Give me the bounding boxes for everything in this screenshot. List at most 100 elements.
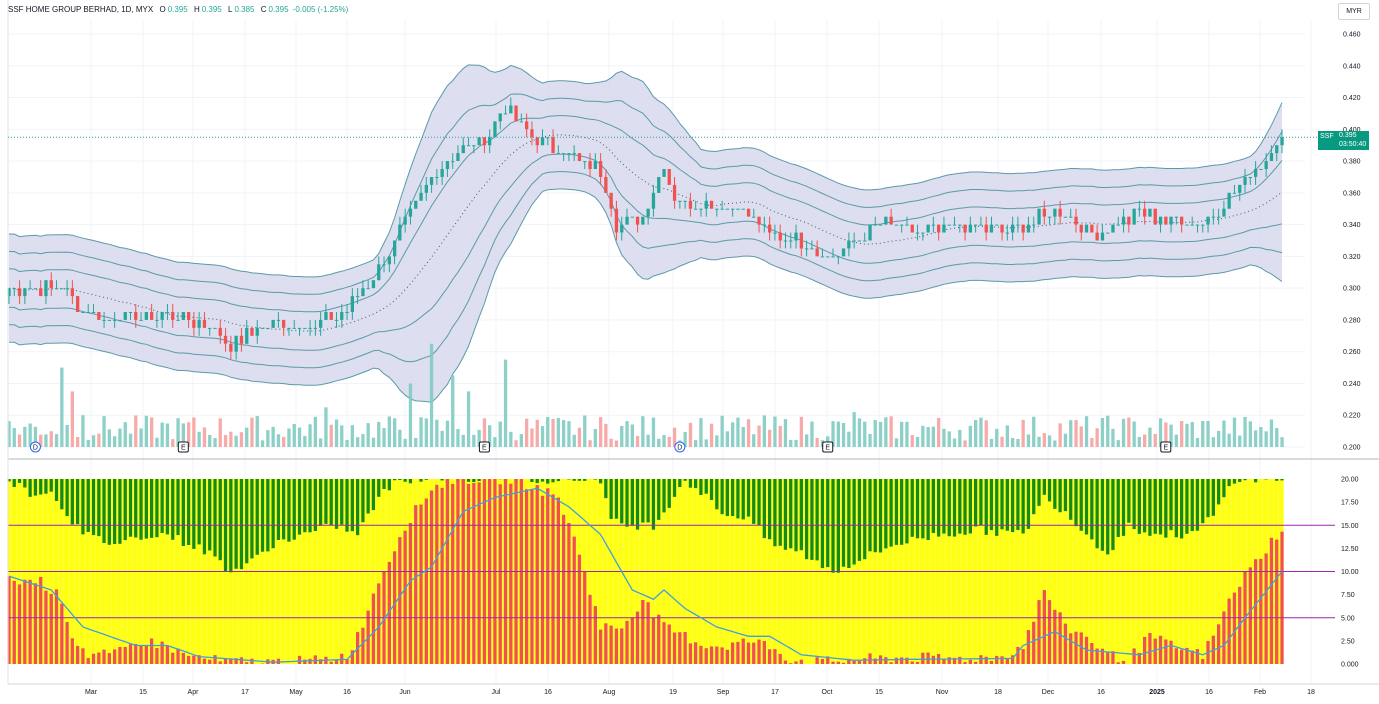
candle[interactable]: [1090, 224, 1094, 233]
candle[interactable]: [1069, 208, 1073, 218]
candle[interactable]: [123, 311, 127, 320]
candle[interactable]: [768, 216, 772, 241]
candle[interactable]: [303, 327, 307, 329]
candle[interactable]: [667, 169, 671, 185]
candle[interactable]: [1037, 208, 1041, 225]
earnings-marker[interactable]: E: [1160, 441, 1172, 453]
candle[interactable]: [1084, 224, 1089, 233]
candle[interactable]: [1243, 169, 1247, 193]
candle[interactable]: [1095, 224, 1099, 241]
candle[interactable]: [155, 311, 159, 328]
candle[interactable]: [1032, 216, 1036, 233]
candle[interactable]: [709, 200, 714, 209]
candle[interactable]: [366, 280, 370, 290]
candle[interactable]: [424, 176, 428, 201]
candle[interactable]: [657, 176, 661, 193]
candle[interactable]: [519, 113, 523, 123]
candle[interactable]: [530, 121, 534, 146]
candle[interactable]: [794, 224, 798, 249]
candle[interactable]: [694, 200, 698, 210]
candle[interactable]: [646, 208, 650, 225]
candle[interactable]: [324, 304, 328, 320]
candle[interactable]: [1011, 216, 1015, 241]
candle[interactable]: [1185, 224, 1189, 226]
candle[interactable]: [382, 256, 386, 273]
candle[interactable]: [1111, 224, 1115, 233]
candle[interactable]: [873, 216, 877, 226]
candle[interactable]: [165, 304, 170, 320]
candle[interactable]: [403, 208, 407, 233]
candle[interactable]: [514, 105, 518, 122]
candle[interactable]: [1137, 200, 1141, 217]
candle[interactable]: [493, 121, 497, 138]
candle[interactable]: [107, 319, 111, 321]
candle[interactable]: [778, 224, 782, 249]
oscillator-panel[interactable]: [7, 479, 1335, 664]
candle[interactable]: [995, 224, 999, 226]
candle[interactable]: [857, 240, 862, 242]
candle[interactable]: [699, 208, 703, 217]
candle[interactable]: [1000, 224, 1004, 241]
candle[interactable]: [102, 311, 106, 328]
candle[interactable]: [1254, 161, 1258, 185]
candle[interactable]: [1232, 184, 1237, 194]
candle[interactable]: [921, 232, 925, 241]
candle[interactable]: [937, 224, 941, 241]
candle[interactable]: [144, 311, 148, 320]
candle[interactable]: [894, 224, 899, 226]
candle[interactable]: [556, 145, 560, 155]
candle[interactable]: [947, 224, 951, 226]
candle[interactable]: [12, 288, 16, 297]
candle[interactable]: [377, 256, 381, 281]
candle[interactable]: [33, 288, 38, 290]
candle[interactable]: [1222, 200, 1226, 217]
candle[interactable]: [498, 113, 502, 130]
candle[interactable]: [1164, 216, 1168, 225]
candle[interactable]: [1074, 208, 1078, 233]
candle[interactable]: [910, 224, 914, 233]
candle[interactable]: [429, 176, 434, 193]
candle[interactable]: [472, 145, 476, 154]
candle[interactable]: [461, 137, 465, 154]
candle[interactable]: [86, 304, 90, 313]
candle[interactable]: [97, 311, 101, 320]
candle[interactable]: [572, 145, 576, 162]
candle[interactable]: [456, 145, 460, 162]
candle[interactable]: [1153, 208, 1157, 225]
candle[interactable]: [271, 319, 275, 328]
candle[interactable]: [1079, 224, 1083, 241]
candle[interactable]: [884, 216, 888, 225]
candle[interactable]: [741, 208, 745, 210]
candle[interactable]: [1042, 200, 1046, 225]
candle[interactable]: [435, 169, 439, 185]
candle[interactable]: [926, 224, 930, 233]
candle[interactable]: [551, 129, 555, 154]
candle[interactable]: [678, 200, 682, 209]
candle[interactable]: [1217, 208, 1221, 225]
candle[interactable]: [1180, 216, 1184, 233]
candle[interactable]: [223, 327, 228, 352]
candle[interactable]: [1190, 216, 1194, 226]
candle[interactable]: [282, 319, 286, 336]
candle[interactable]: [525, 113, 529, 138]
candle[interactable]: [276, 311, 281, 328]
candle[interactable]: [23, 288, 27, 305]
candle[interactable]: [160, 311, 164, 328]
candle[interactable]: [593, 153, 597, 170]
candle[interactable]: [54, 280, 59, 290]
candle[interactable]: [815, 240, 819, 257]
candle[interactable]: [1248, 176, 1252, 185]
candle[interactable]: [979, 216, 983, 226]
candle[interactable]: [329, 311, 333, 320]
candle[interactable]: [1058, 200, 1062, 225]
candle[interactable]: [371, 280, 376, 289]
candle[interactable]: [245, 319, 249, 344]
candle[interactable]: [509, 97, 513, 114]
candle[interactable]: [387, 256, 391, 273]
candle[interactable]: [651, 184, 656, 217]
candle[interactable]: [1206, 216, 1210, 233]
candle[interactable]: [1148, 208, 1152, 217]
candle[interactable]: [641, 216, 645, 225]
candle[interactable]: [868, 224, 872, 241]
